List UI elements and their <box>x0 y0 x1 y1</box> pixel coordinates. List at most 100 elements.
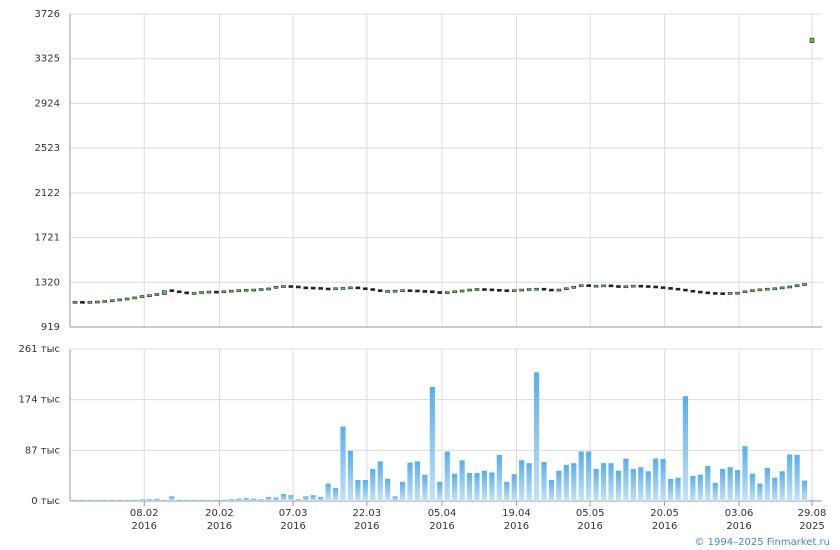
candle <box>720 292 725 295</box>
volume-bar <box>563 464 569 501</box>
volume-bar <box>385 478 391 501</box>
volume-bar <box>310 495 316 501</box>
volume-bar <box>519 460 525 501</box>
volume-bar <box>161 499 167 501</box>
candle <box>526 288 532 291</box>
volume-bar <box>429 386 435 501</box>
candle <box>303 286 309 290</box>
volume-bar <box>481 470 488 501</box>
volume-bar <box>303 496 309 501</box>
x-tick-year: 2016 <box>429 521 454 532</box>
volume-bar <box>146 499 153 501</box>
candle <box>392 289 398 293</box>
candle <box>601 284 606 288</box>
volume-bar <box>206 499 212 501</box>
y-tick-label: 2523 <box>35 143 60 154</box>
candle <box>377 289 383 292</box>
candle <box>102 300 108 303</box>
candle <box>571 286 577 289</box>
volume-bar <box>727 467 733 501</box>
candle <box>385 290 390 293</box>
volume-bar <box>452 473 458 501</box>
volume-bar <box>749 473 756 501</box>
candle <box>474 288 480 291</box>
volume-bar <box>236 498 242 501</box>
candle <box>668 287 673 290</box>
candle <box>631 284 636 288</box>
volume-bar <box>87 499 93 501</box>
candle <box>675 287 681 291</box>
volume-bar <box>623 458 629 501</box>
candle <box>117 298 122 302</box>
volume-bar <box>340 426 346 501</box>
candle <box>444 291 450 294</box>
volume-bar <box>325 483 331 501</box>
candle <box>251 288 256 292</box>
candle <box>660 286 666 289</box>
candle <box>258 288 264 291</box>
candle <box>310 286 316 290</box>
volume-bar <box>541 461 547 501</box>
volume-bar <box>742 446 748 501</box>
candle <box>400 289 405 292</box>
y2-tick-label: 174 тыс <box>19 395 60 406</box>
volume-bar <box>705 466 711 501</box>
candle <box>511 289 517 292</box>
candle <box>541 287 547 291</box>
volume-bar <box>667 478 674 501</box>
candle <box>184 291 189 295</box>
candle <box>422 290 428 293</box>
volume-bar <box>571 463 577 501</box>
candle <box>154 293 160 296</box>
volume-bar <box>779 471 785 501</box>
x-tick-label: 22.03 <box>353 508 382 519</box>
volume-bar <box>556 470 562 501</box>
volume-bar <box>362 480 368 501</box>
candle <box>779 286 785 290</box>
volume-bar <box>690 475 696 501</box>
x-tick-year: 2016 <box>132 521 157 532</box>
candle <box>147 294 152 297</box>
candle <box>370 288 376 291</box>
x-tick-year: 2016 <box>726 521 751 532</box>
candle <box>459 289 465 293</box>
volume-bar <box>638 467 644 501</box>
candle <box>355 286 361 290</box>
volume-bar <box>94 499 100 501</box>
candle <box>221 290 227 294</box>
candle <box>690 289 696 293</box>
candle <box>325 287 331 291</box>
x-tick-label: 05.05 <box>576 508 605 519</box>
y2-tick-label: 0 тыс <box>31 496 60 507</box>
candle <box>623 285 629 289</box>
volume-bar <box>221 499 227 501</box>
x-tick-year: 2016 <box>504 521 529 532</box>
candle <box>363 287 368 291</box>
volume-bar <box>407 462 413 501</box>
volume-bar <box>593 468 599 501</box>
volume-bar <box>318 496 324 501</box>
candle <box>124 297 130 301</box>
volume-bar <box>757 483 763 501</box>
x-tick-label: 20.05 <box>650 508 679 519</box>
candle <box>243 289 249 292</box>
y-tick-label: 1320 <box>35 277 60 288</box>
candle <box>229 289 234 293</box>
candle <box>653 285 658 289</box>
candle <box>504 289 510 292</box>
candle <box>281 285 286 288</box>
candle <box>735 291 740 295</box>
volume-bar <box>608 463 614 501</box>
volume-bar <box>392 496 398 501</box>
candle <box>206 290 212 294</box>
x-tick-year: 2025 <box>799 521 824 532</box>
volume-bar <box>645 471 651 501</box>
volume-bar <box>228 499 234 501</box>
candle <box>437 291 443 294</box>
candle <box>705 291 711 295</box>
candle <box>95 300 100 304</box>
candle <box>333 287 338 291</box>
y-tick-label: 1721 <box>35 233 60 244</box>
volume-bar <box>630 468 636 501</box>
volume-bar <box>801 480 808 501</box>
